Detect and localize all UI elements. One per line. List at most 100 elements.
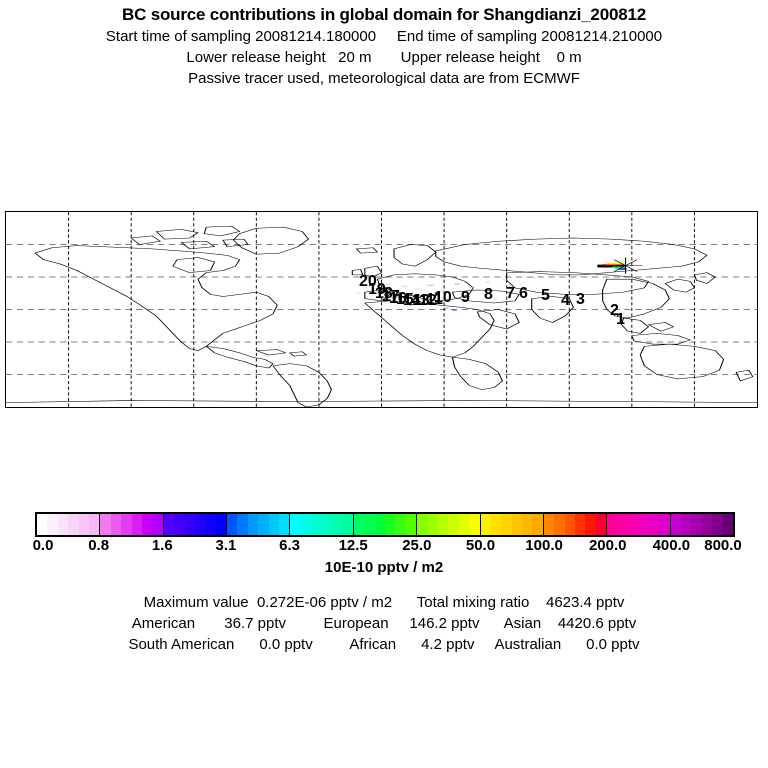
colorbar-tick-3: 3.1 [215,537,237,554]
traj-label-1: 1 [616,311,625,328]
colorbar-tick-5: 12.5 [338,537,368,554]
statistics-block: Maximum value 0.272E-06 pptv / m2 Total … [0,592,768,655]
colorbar-subband [501,514,512,535]
colorbar-subband [342,514,353,535]
colorbar-subband [131,514,142,535]
colorbar-subband [384,514,396,535]
colorbar-subband [353,514,365,535]
colorbar-tick-7: 50.0 [465,537,496,554]
colorbar-segment-8 [543,514,608,535]
coastlines [6,225,757,407]
colorbar-subband [311,514,322,535]
colorbar-tick-2: 1.6 [151,537,173,554]
colorbar-subband [332,514,343,535]
colorbar-subband [163,514,175,535]
traj-label-15: 15 [396,291,414,308]
colorbar-subband [585,514,596,535]
colorbar-subband [205,514,216,535]
colorbar-gradient [37,514,733,535]
colorbar-subband [279,514,290,535]
colorbar-subband [374,514,385,535]
colorbar-subband [110,514,122,535]
colorbar-subband [268,514,280,535]
colorbar-subband [78,514,89,535]
colorbar-subband [448,514,459,535]
colorbar-subband [405,514,417,535]
colorbar-subband [37,514,48,535]
colorbar-subband [458,514,470,535]
colorbar-subband [237,514,248,535]
colorbar-subband [469,514,480,535]
colorbar-segment-3 [227,514,291,535]
stats-line-regions-1: American 36.7 pptv European 146.2 pptv A… [131,615,637,632]
colorbar-subband [57,514,69,535]
colorbar-subband [575,514,586,535]
colorbar-subband [532,514,543,535]
colorbar-unit-label: 10E-10 pptv / m2 [324,559,444,576]
traj-label-14: 14 [403,292,421,309]
traj-label-3: 3 [576,291,585,308]
colorbar-subband [670,514,681,535]
colorbar-subband [522,514,533,535]
colorbar-subband [638,514,649,535]
colorbar-tick-1: 0.8 [88,537,110,554]
colorbar-segment-4 [290,514,354,535]
colorbar-tick-9: 200.0 [588,537,627,554]
colorbar-segment-6 [417,514,481,535]
colorbar-subband [68,514,79,535]
colorbar-segment-10 [670,514,733,535]
colorbar-subband [511,514,523,535]
colorbar-segment-5 [353,514,418,535]
colorbar-subband [543,514,555,535]
colorbar-subband [215,514,227,535]
colorbar-subband [290,514,301,535]
colorbar-subband [564,514,576,535]
colorbar-subband [100,514,111,535]
figure-header: BC source contributions in global domain… [0,0,768,89]
traj-label-9: 9 [461,289,470,306]
colorbar-tick-8: 100.0 [525,537,563,554]
release-height-line: Lower release height 20 m Upper release … [186,49,582,66]
colorbar-subband [701,514,713,535]
colorbar-subband [247,514,259,535]
traj-label-6: 6 [519,285,528,302]
traj-label-8: 8 [484,286,493,303]
colorbar-subband [300,514,312,535]
traj-label-16: 16 [389,290,407,307]
colorbar-subband [554,514,565,535]
traj-label-5: 5 [541,287,550,304]
colorbar-tick-10: 400.0 [652,537,691,554]
colorbar-subband [121,514,132,535]
colorbar-subband [141,514,153,535]
colorbar-subband [47,514,58,535]
graticule-lines [6,212,757,407]
colorbar-subband [174,514,185,535]
traj-label-18: 18 [375,285,393,302]
stats-line-regions-2: South American 0.0 pptv African 4.2 pptv… [128,636,640,653]
traj-label-20: 20 [359,273,377,290]
tracer-info-line: Passive tracer used, meteorological data… [188,70,580,87]
colorbar-subband [184,514,195,535]
stats-line-max-total: Maximum value 0.272E-06 pptv / m2 Total … [143,594,625,611]
traj-label-12: 12 [419,292,437,309]
colorbar-subband [595,514,607,535]
colorbar-tick-6: 25.0 [402,537,432,554]
colorbar-subband [712,514,723,535]
colorbar-subband [680,514,692,535]
receptor-star-marker [608,257,643,274]
traj-label-13: 13 [412,292,430,309]
colorbar-subband [427,514,438,535]
traj-label-7: 7 [506,285,515,302]
colorbar-tick-11: 800.0 [704,537,742,554]
colorbar-subband [490,514,502,535]
colorbar-segment-2 [163,514,228,535]
colorbar-subband [437,514,449,535]
colorbar-segment-9 [607,514,671,535]
colorbar-subband [88,514,100,535]
colorbar-segment-7 [480,514,544,535]
colorbar-subband [417,514,428,535]
colorbar [35,512,735,537]
colorbar-subband [648,514,660,535]
colorbar-subband [194,514,206,535]
plume-low-concentration [356,274,574,312]
